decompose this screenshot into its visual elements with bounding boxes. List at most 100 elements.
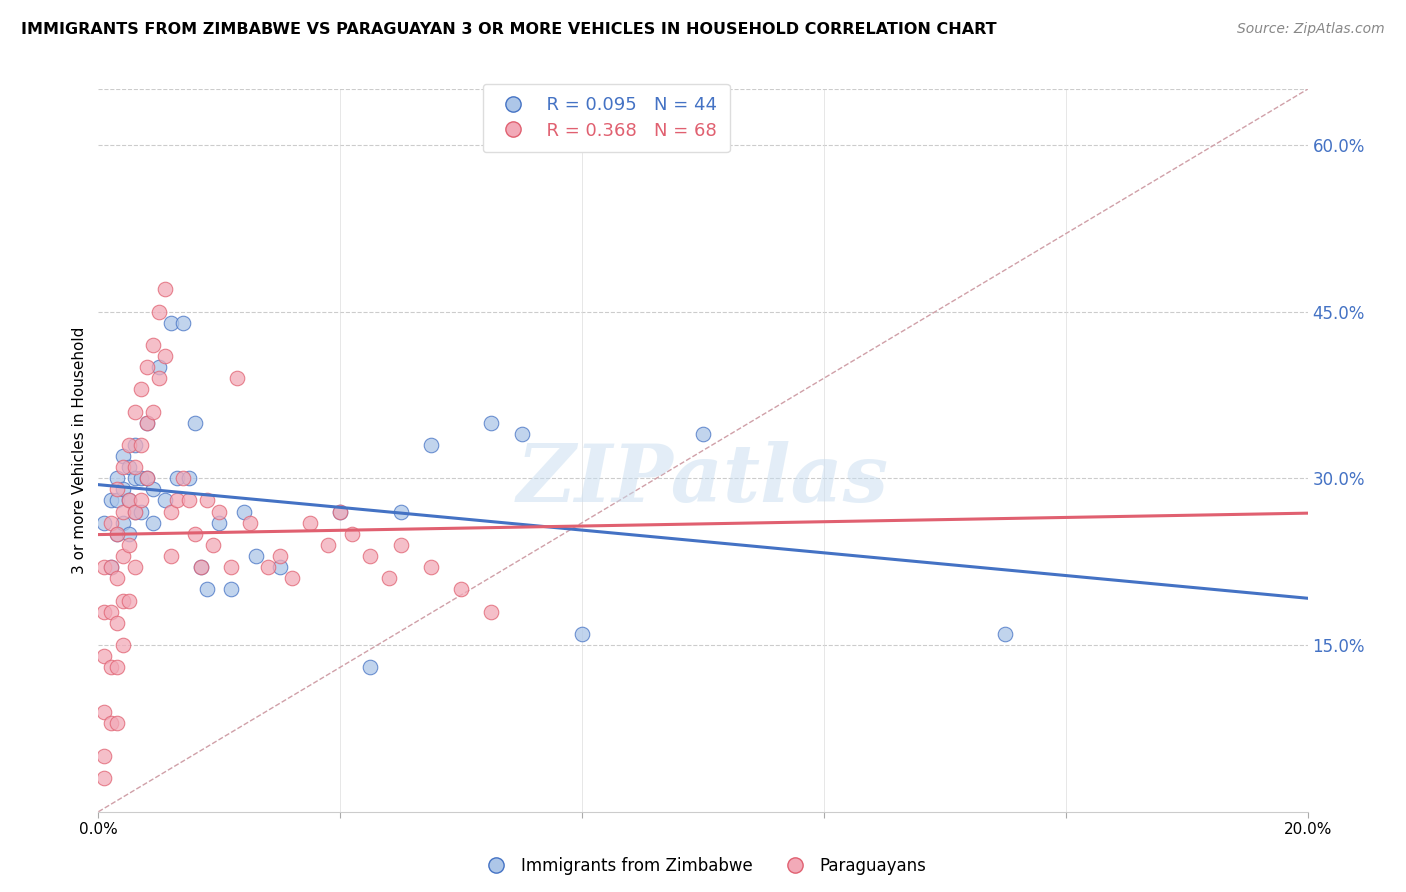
Point	[100, 493, 122, 508]
Point	[256, 560, 278, 574]
Point	[124, 460, 146, 475]
Point	[195, 493, 218, 508]
Point	[118, 493, 141, 508]
Point	[118, 438, 141, 452]
Point	[360, 660, 382, 674]
Point	[111, 449, 134, 463]
Point	[232, 505, 254, 519]
Point	[111, 516, 134, 530]
Point	[105, 615, 128, 630]
Legend: Immigrants from Zimbabwe, Paraguayans: Immigrants from Zimbabwe, Paraguayans	[472, 851, 934, 882]
Point	[118, 593, 141, 607]
Point	[269, 560, 291, 574]
Point	[111, 638, 134, 652]
Point	[184, 416, 207, 430]
Point	[135, 471, 157, 485]
Point	[142, 483, 165, 497]
Point	[105, 526, 128, 541]
Point	[481, 416, 503, 430]
Point	[420, 560, 443, 574]
Point	[239, 516, 262, 530]
Y-axis label: 3 or more Vehicles in Household: 3 or more Vehicles in Household	[72, 326, 87, 574]
Point	[100, 516, 122, 530]
Point	[481, 605, 503, 619]
Point	[124, 505, 146, 519]
Text: ZIPatlas: ZIPatlas	[517, 441, 889, 518]
Point	[153, 282, 176, 296]
Point	[105, 471, 128, 485]
Point	[166, 493, 188, 508]
Point	[124, 505, 146, 519]
Point	[129, 382, 152, 396]
Point	[111, 483, 134, 497]
Point	[329, 505, 352, 519]
Point	[190, 560, 212, 574]
Point	[389, 538, 412, 552]
Point	[245, 549, 267, 563]
Point	[226, 371, 249, 385]
Point	[129, 471, 152, 485]
Point	[111, 593, 134, 607]
Point	[93, 560, 115, 574]
Point	[342, 526, 364, 541]
Text: IMMIGRANTS FROM ZIMBABWE VS PARAGUAYAN 3 OR MORE VEHICLES IN HOUSEHOLD CORRELATI: IMMIGRANTS FROM ZIMBABWE VS PARAGUAYAN 3…	[21, 22, 997, 37]
Point	[105, 526, 128, 541]
Point	[93, 649, 115, 664]
Point	[105, 715, 128, 730]
Point	[281, 571, 304, 585]
Point	[93, 772, 115, 786]
Point	[142, 338, 165, 352]
Point	[118, 526, 141, 541]
Point	[100, 560, 122, 574]
Point	[160, 505, 183, 519]
Point	[389, 505, 412, 519]
Point	[329, 505, 352, 519]
Point	[124, 438, 146, 452]
Point	[105, 493, 128, 508]
Point	[93, 749, 115, 764]
Point	[124, 471, 146, 485]
Point	[135, 471, 157, 485]
Point	[135, 416, 157, 430]
Legend:   R = 0.095   N = 44,   R = 0.368   N = 68: R = 0.095 N = 44, R = 0.368 N = 68	[482, 84, 730, 153]
Point	[100, 660, 122, 674]
Point	[105, 660, 128, 674]
Point	[377, 571, 399, 585]
Point	[118, 538, 141, 552]
Point	[208, 516, 231, 530]
Point	[450, 582, 472, 597]
Point	[111, 505, 134, 519]
Point	[135, 360, 157, 375]
Point	[221, 582, 243, 597]
Point	[129, 505, 152, 519]
Point	[153, 349, 176, 363]
Point	[510, 426, 533, 441]
Point	[360, 549, 382, 563]
Point	[124, 404, 146, 418]
Point	[172, 316, 194, 330]
Point	[166, 471, 188, 485]
Point	[148, 371, 170, 385]
Point	[93, 516, 115, 530]
Point	[299, 516, 322, 530]
Point	[100, 715, 122, 730]
Point	[571, 627, 593, 641]
Point	[100, 560, 122, 574]
Point	[111, 460, 134, 475]
Point	[111, 549, 134, 563]
Point	[142, 516, 165, 530]
Point	[179, 471, 201, 485]
Point	[118, 460, 141, 475]
Point	[160, 549, 183, 563]
Point	[269, 549, 291, 563]
Point	[105, 483, 128, 497]
Text: Source: ZipAtlas.com: Source: ZipAtlas.com	[1237, 22, 1385, 37]
Point	[93, 705, 115, 719]
Point	[994, 627, 1017, 641]
Point	[172, 471, 194, 485]
Point	[129, 493, 152, 508]
Point	[105, 571, 128, 585]
Point	[148, 304, 170, 318]
Point	[148, 360, 170, 375]
Point	[124, 560, 146, 574]
